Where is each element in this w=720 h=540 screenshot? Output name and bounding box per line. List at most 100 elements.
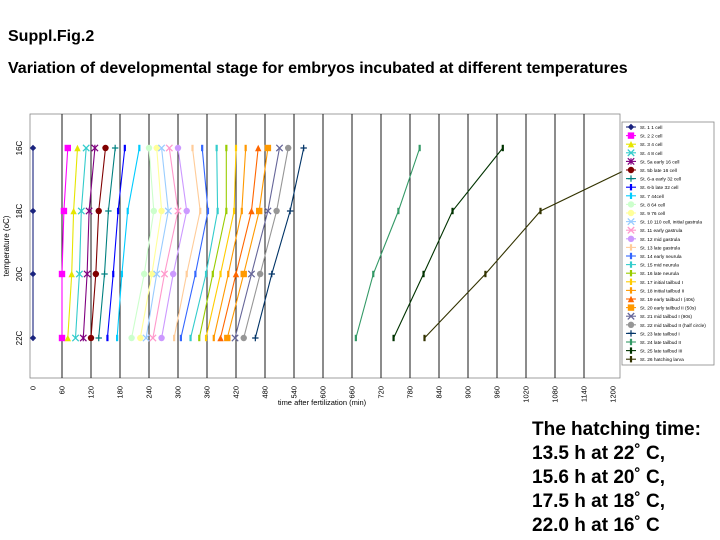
data-point — [157, 144, 166, 152]
series-line — [106, 147, 126, 339]
data-point — [627, 226, 635, 234]
data-point — [627, 217, 635, 226]
data-point — [95, 334, 102, 342]
data-point — [256, 270, 264, 278]
data-point — [60, 207, 68, 215]
data-point — [105, 207, 112, 215]
data-point — [29, 270, 37, 278]
data-point — [627, 175, 635, 182]
data-point — [111, 144, 119, 152]
x-tick-label: 240 — [145, 386, 154, 399]
series-line — [139, 147, 163, 339]
data-point — [247, 270, 256, 278]
x-tick-label: 0 — [29, 386, 38, 390]
series-group — [240, 144, 292, 342]
x-tick-label: 600 — [319, 386, 328, 399]
data-point — [627, 157, 635, 166]
legend-label: St. 3 4 cell — [640, 142, 662, 148]
data-point — [160, 270, 169, 278]
data-point — [627, 141, 635, 148]
y-category-label: 16C — [15, 140, 24, 155]
series-group — [71, 144, 90, 342]
data-point — [92, 270, 100, 278]
data-point — [627, 304, 635, 311]
data-point — [83, 270, 91, 278]
series-group — [95, 144, 119, 342]
legend-label: St. 12 mid gastrula — [640, 237, 680, 243]
series-line — [393, 147, 504, 339]
series-line — [161, 147, 188, 339]
hatching-time-note: The hatching time: 13.5 h at 22˚ C, 15.6… — [532, 418, 701, 538]
data-point — [82, 144, 90, 152]
legend-label: St. 6-a early 32 cell — [640, 177, 681, 183]
legend-label: St. 16 late neurula — [640, 271, 679, 277]
series-line — [67, 147, 79, 339]
data-point — [256, 207, 263, 215]
legend-box — [621, 121, 715, 366]
x-tick-label: 960 — [493, 386, 502, 399]
note-line: The hatching time: — [532, 419, 701, 440]
series-group — [116, 144, 141, 342]
note-line: 22.0 h at 16˚ C — [532, 515, 660, 536]
data-point — [58, 270, 66, 278]
series-group — [29, 144, 37, 342]
data-point — [224, 334, 231, 342]
data-point — [268, 270, 275, 278]
series-line — [424, 147, 672, 339]
series-line — [213, 147, 247, 339]
plot-border — [29, 113, 621, 379]
legend-label: St. 19 early tailbud I (40s) — [640, 297, 695, 303]
data-point — [627, 295, 635, 303]
legend-label: St. 1 1 cell — [640, 125, 662, 131]
legend-label: St. 13 late gastrula — [640, 245, 680, 251]
data-point — [627, 166, 635, 174]
data-point — [286, 207, 294, 215]
data-point — [627, 321, 635, 328]
data-point — [148, 270, 156, 278]
data-point — [79, 334, 87, 342]
series-line — [243, 147, 289, 339]
note-line: 13.5 h at 22˚ C, — [532, 443, 666, 464]
legend-label: St. 8 64 cell — [640, 202, 665, 208]
x-tick-label: 780 — [406, 386, 415, 399]
data-point — [29, 144, 37, 152]
legend-label: St. 25 late tailbud III — [640, 349, 682, 355]
data-point — [264, 207, 272, 215]
data-point — [75, 270, 84, 278]
x-tick-label: 1020 — [522, 386, 531, 403]
legend-label: St. 17 initial tailbud I — [640, 280, 683, 286]
data-point — [101, 270, 108, 278]
legend-label: St. 24 late tailbud II — [640, 340, 681, 346]
series-group — [137, 144, 165, 342]
data-point — [70, 207, 77, 215]
x-tick-label: 300 — [174, 386, 183, 399]
series-group — [252, 144, 307, 342]
series-group — [217, 144, 262, 342]
data-point — [248, 207, 255, 215]
x-tick-label: 1140 — [580, 386, 589, 402]
series-line — [173, 147, 201, 339]
series-group — [79, 144, 99, 342]
data-point — [275, 144, 284, 152]
data-point — [29, 334, 37, 342]
note-line: 17.5 h at 18˚ C, — [532, 491, 666, 512]
data-point — [255, 144, 262, 152]
data-point — [264, 144, 272, 152]
data-point — [174, 144, 182, 152]
data-point — [158, 334, 165, 342]
series-line — [61, 147, 69, 338]
data-point — [153, 144, 160, 152]
legend-label: St. 22 mid tailbud II (half circle) — [640, 323, 706, 329]
series-line — [90, 147, 107, 339]
data-point — [231, 334, 239, 342]
legend-label: St. 23 late tailbud I — [640, 331, 680, 337]
series-line — [74, 147, 87, 339]
legend-label: St. 9 76 cell — [640, 211, 665, 217]
data-point — [164, 207, 172, 215]
note-line: 15.6 h at 20˚ C, — [532, 467, 666, 488]
data-point — [240, 270, 247, 278]
x-tick-label: 480 — [261, 386, 270, 399]
series-line — [82, 147, 96, 339]
legend-label: St. 14 early neurula — [640, 254, 682, 260]
data-point — [29, 207, 37, 215]
